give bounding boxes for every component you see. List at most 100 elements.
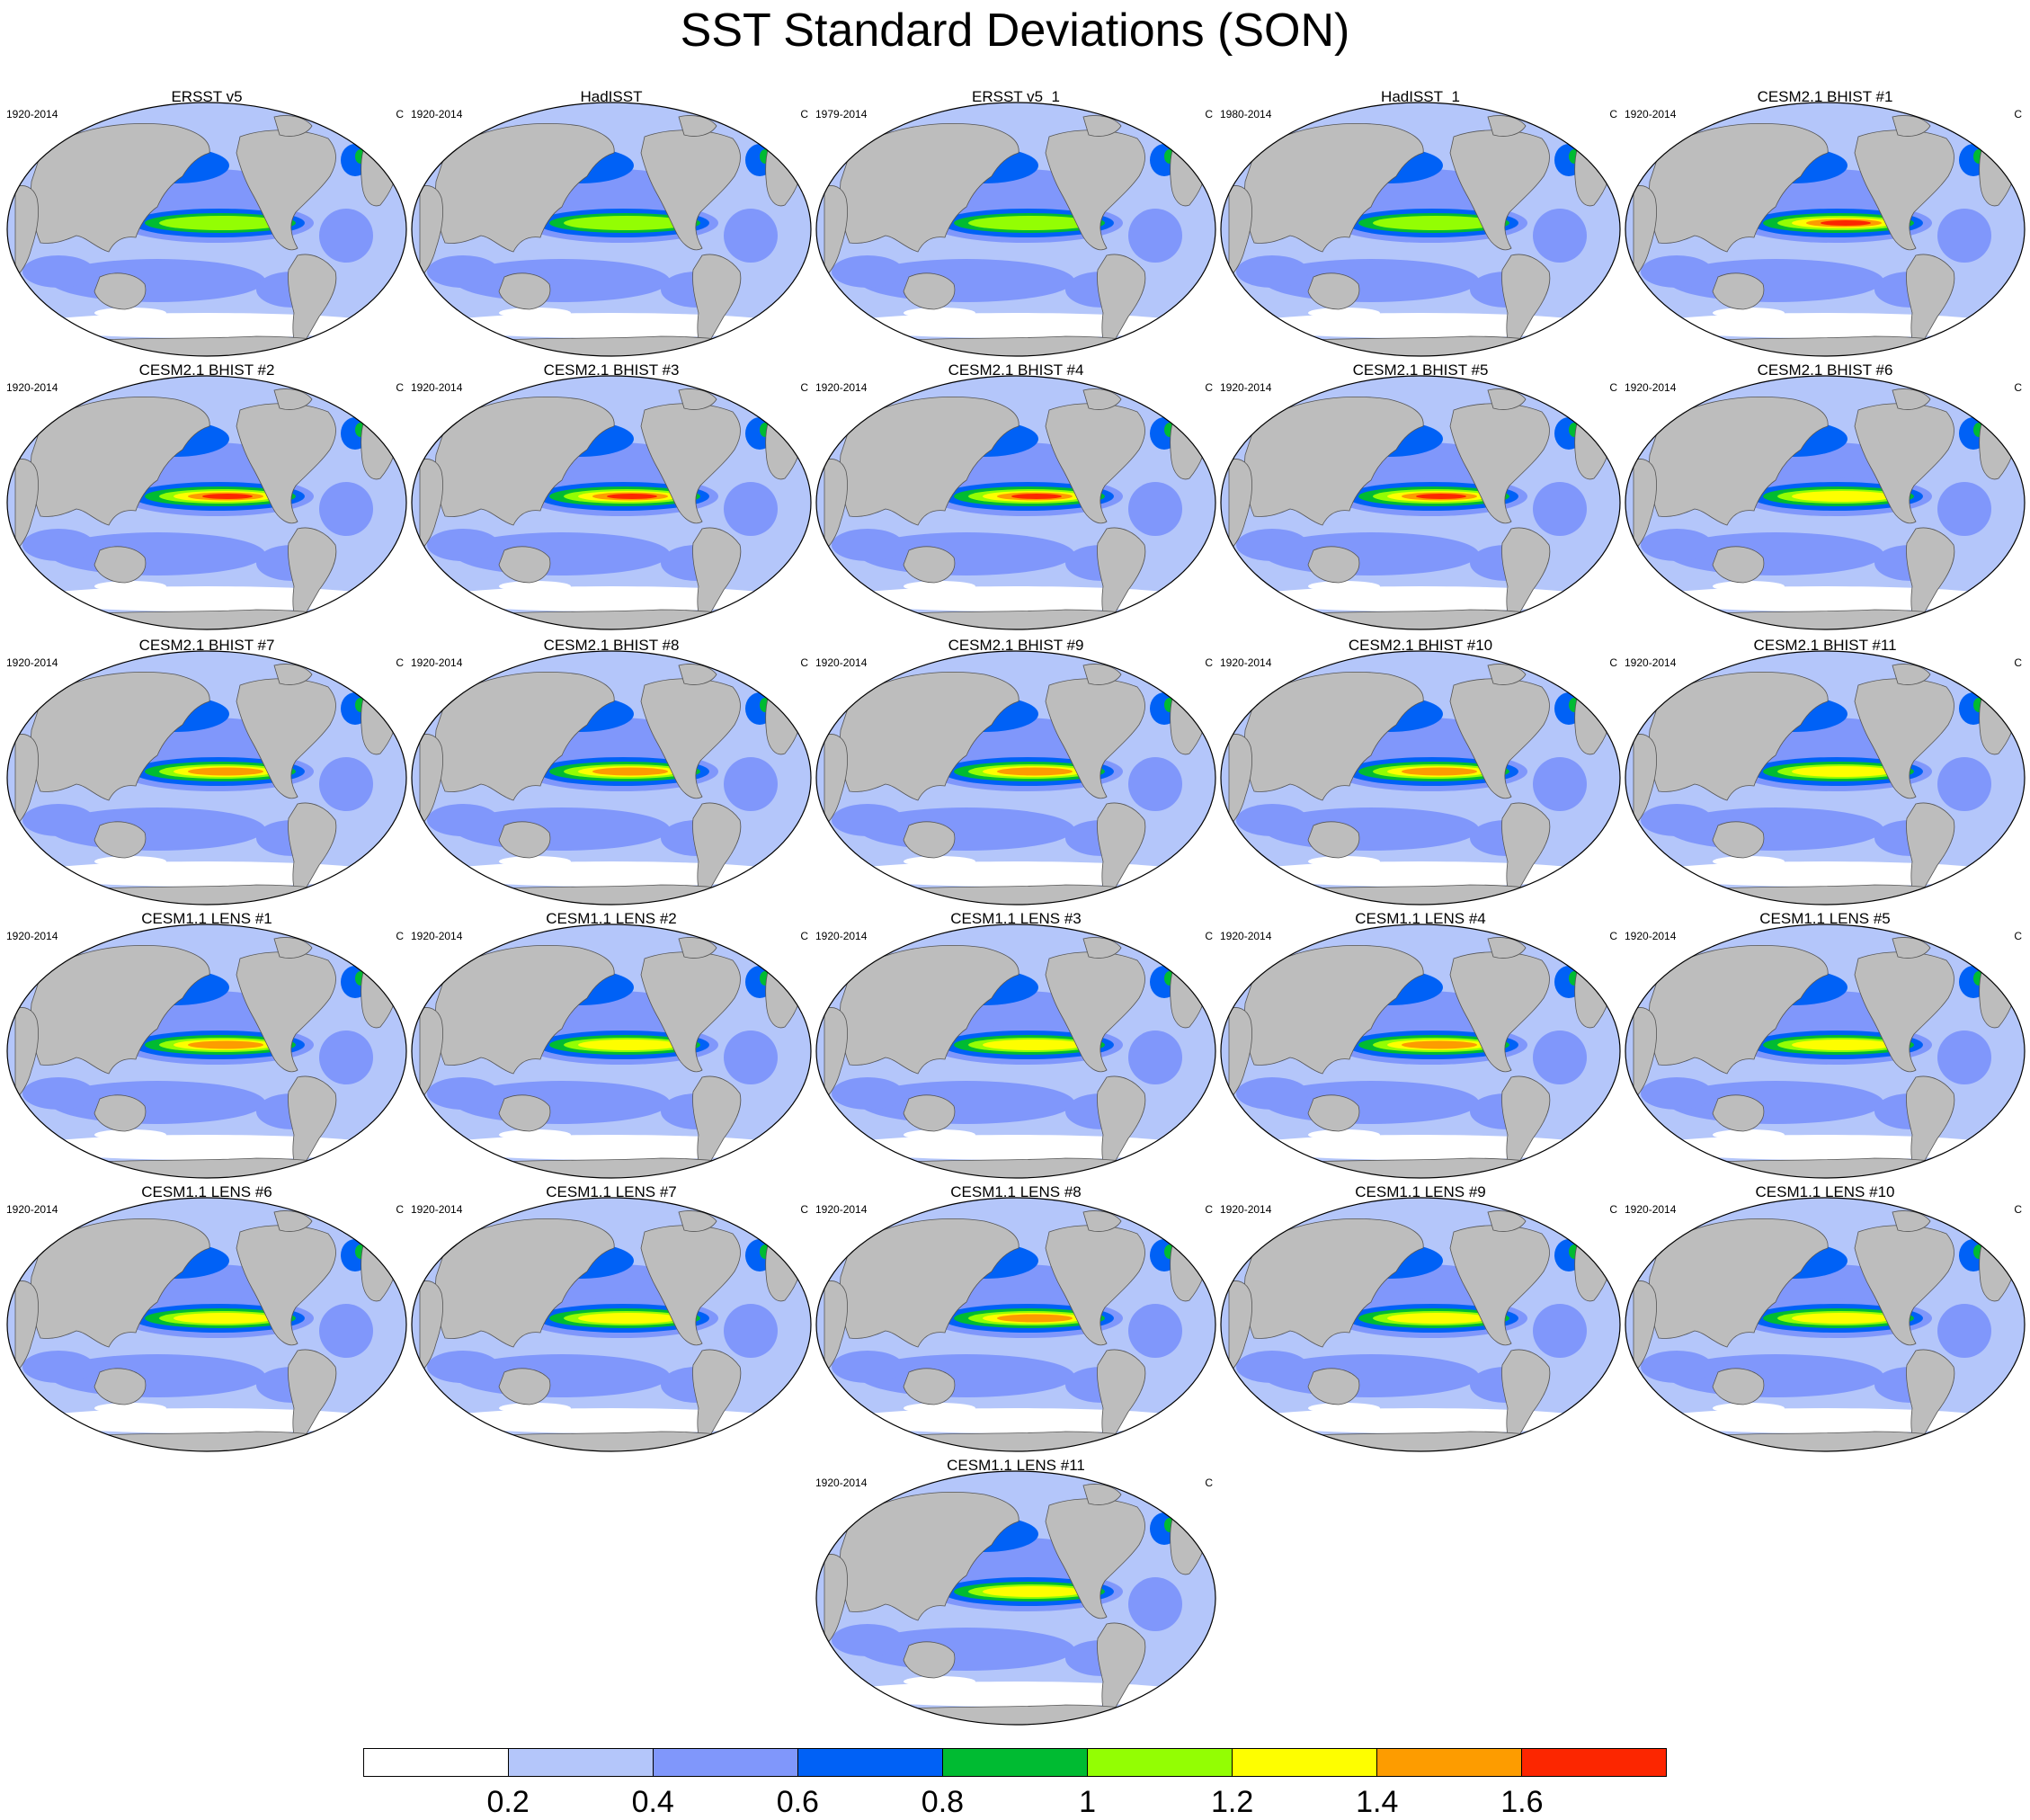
sst-contour: [1713, 856, 1785, 867]
sst-contour: [27, 1135, 387, 1160]
continent-greenland: [273, 664, 313, 685]
panel-title: CESM1.1 LENS #11: [947, 1457, 1085, 1474]
sst-contour: [1713, 581, 1785, 592]
sst-contour: [1533, 757, 1587, 811]
continent-antarctica: [58, 335, 375, 356]
colorbar-segment: [943, 1748, 1088, 1777]
continent-antarctica: [462, 884, 779, 905]
sst-contour: [1641, 529, 1713, 561]
map-panel: CESM1.1 LENS #10 1920-2014 C: [1623, 1183, 2027, 1453]
sst-contour: [1236, 1351, 1308, 1383]
continent-north-america: [640, 678, 741, 799]
continent-south-america: [692, 527, 742, 625]
colorbar-tick-label: 1.6: [1500, 1785, 1544, 1819]
continent-north-america: [1045, 1225, 1145, 1346]
sst-contour: [1641, 1077, 1713, 1110]
world-map: [815, 1197, 1216, 1452]
sst-contour: [1308, 581, 1380, 592]
sst-contour: [1645, 861, 2005, 887]
panel-period: 1920-2014: [1625, 381, 1677, 394]
continent-australia: [1307, 1094, 1360, 1132]
continent-asia: [840, 122, 1019, 253]
panel-title: CESM1.1 LENS #1: [141, 910, 272, 927]
continent-asia: [1649, 396, 1829, 526]
map-panel: HadISST_1 1980-2014 C: [1218, 88, 1623, 358]
continent-africa: [419, 459, 443, 551]
continent-antarctica: [462, 1157, 779, 1178]
map-panel: CESM2.1 BHIST #4 1920-2014 C: [814, 361, 1218, 631]
panel-unit: C: [1205, 930, 1213, 942]
continent-greenland: [1892, 937, 1931, 959]
continent-south-america: [1097, 254, 1146, 352]
continent-asia: [31, 396, 210, 526]
sst-contour: [1792, 491, 1892, 502]
world-map: [1625, 375, 2026, 630]
colorbar-segment: [1377, 1748, 1522, 1777]
sst-contour: [27, 586, 387, 611]
continent-africa: [419, 185, 443, 278]
map-border: [1625, 375, 2026, 630]
continent-asia: [31, 1218, 210, 1348]
sst-contour: [1402, 1040, 1477, 1049]
sst-contour: [1128, 1030, 1182, 1084]
page-title: SST Standard Deviations (SON): [680, 4, 1350, 57]
panel-unit: C: [2014, 108, 2022, 120]
map-border: [6, 375, 407, 630]
continent-greenland: [1892, 115, 1931, 137]
continent-greenland: [273, 937, 313, 959]
continent-north-america: [640, 951, 741, 1073]
continent-north-america: [1854, 1225, 1954, 1346]
sst-contour: [1713, 308, 1785, 318]
colorbar-segment: [509, 1748, 654, 1777]
world-map: [1625, 1197, 2026, 1452]
panel-period: 1920-2014: [411, 656, 463, 669]
sst-contour: [997, 767, 1073, 776]
continent-asia: [840, 396, 1019, 526]
panel-period: 1920-2014: [411, 930, 463, 942]
world-map: [1625, 923, 2026, 1179]
world-map: [1625, 102, 2026, 357]
map-panel: ERSST v5_1 1979-2014 C: [814, 88, 1218, 358]
sst-contour: [159, 216, 285, 230]
continent-north-america: [1045, 1498, 1145, 1619]
sst-contour: [836, 861, 1196, 887]
sst-contour: [1645, 586, 2005, 611]
sst-contour: [427, 804, 499, 836]
sst-contour: [1792, 766, 1892, 777]
sst-contour: [432, 1135, 791, 1160]
sst-contour: [1641, 1351, 1713, 1383]
continent-greenland: [273, 1210, 313, 1232]
continent-antarctica: [462, 609, 779, 629]
sst-contour: [1308, 308, 1380, 318]
colorbar-tick-label: 1: [1079, 1785, 1096, 1819]
continent-australia: [903, 821, 956, 859]
sst-contour: [319, 1030, 373, 1084]
map-border: [411, 375, 812, 630]
continent-antarctica: [867, 884, 1184, 905]
colorbar-segment: [654, 1748, 798, 1777]
sst-contour: [1645, 1135, 2005, 1160]
continent-asia: [840, 671, 1019, 801]
continent-greenland: [1487, 1210, 1527, 1232]
map-panel: CESM1.1 LENS #2 1920-2014 C: [409, 910, 814, 1180]
sst-contour: [427, 529, 499, 561]
map-panel: CESM1.1 LENS #1 1920-2014 C: [4, 910, 409, 1180]
continent-asia: [1649, 944, 1829, 1075]
sst-contour: [319, 482, 373, 536]
panel-title: CESM1.1 LENS #10: [1755, 1183, 1895, 1200]
continent-north-america: [236, 403, 336, 524]
world-map: [815, 650, 1216, 906]
map-panel: CESM1.1 LENS #9 1920-2014 C: [1218, 1183, 1623, 1453]
continent-south-america: [288, 1349, 337, 1447]
continent-north-america: [1449, 1225, 1550, 1346]
sst-contour: [904, 1676, 975, 1687]
continent-asia: [840, 1491, 1019, 1621]
continent-greenland: [1082, 937, 1122, 959]
continent-australia: [903, 272, 956, 310]
sst-contour: [319, 757, 373, 811]
continent-africa: [14, 185, 39, 278]
panel-title: CESM1.1 LENS #9: [1355, 1183, 1486, 1200]
colorbar-segment: [1088, 1748, 1233, 1777]
continent-south-america: [1097, 1622, 1146, 1720]
continent-australia: [93, 1094, 147, 1132]
